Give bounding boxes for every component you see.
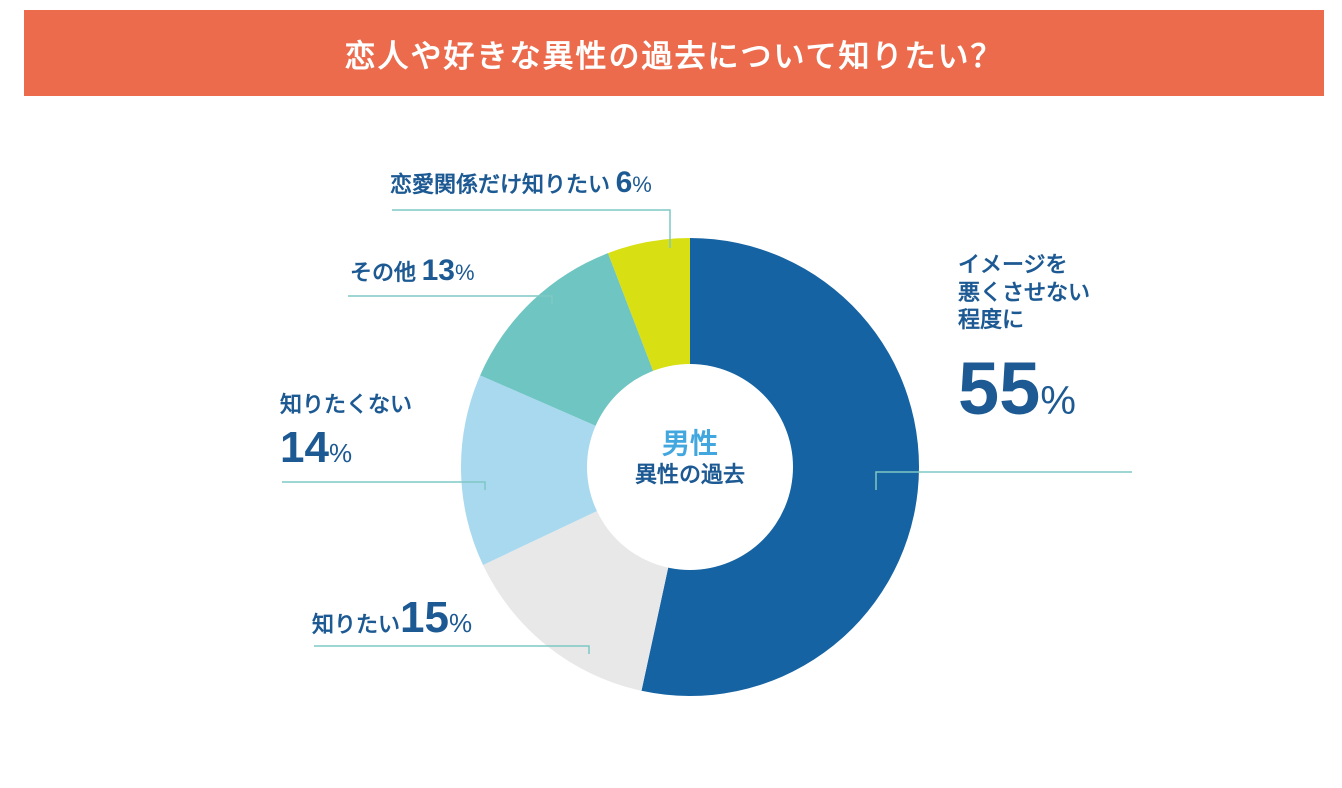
center-label: 男性 異性の過去 [560, 426, 820, 491]
slice-label-imeji-line1: イメージを [958, 253, 1068, 278]
slice-unit-shiritai: % [448, 608, 473, 638]
slice-value-shiritakunai: 14 [280, 422, 329, 472]
leader-line-imeji [875, 471, 1132, 490]
leader-line-shiritai [314, 645, 590, 654]
slice-label-shiritakunai-text: 知りたくない [280, 393, 413, 418]
donut-hole [587, 364, 793, 570]
slice-unit-imeji: % [1040, 378, 1076, 423]
slice-label-imeji: イメージを 悪くさせない 程度に 55% [958, 252, 1090, 435]
slice-label-shiritakunai: 知りたくない 14% [280, 392, 412, 475]
slice-label-shiritai-text: 知りたい [312, 613, 401, 638]
slice-label-shiritai: 知りたい15% [312, 590, 472, 645]
center-label-subject: 異性の過去 [634, 463, 745, 489]
slice-label-sonota: その他 13% [350, 252, 475, 290]
slice-value-sonota: 13 [421, 254, 455, 287]
slice-label-renai-text: 恋愛関係だけ知りたい [390, 173, 611, 198]
chart-title: 恋人や好きな異性の過去について知りたい？ [344, 38, 1004, 75]
leader-line-sonota [348, 295, 553, 304]
pie-slice-shiritakunai [460, 375, 690, 566]
slice-value-renai: 6 [615, 166, 633, 199]
slice-unit-shiritakunai: % [328, 437, 353, 468]
slice-label-renai: 恋愛関係だけ知りたい 6% [390, 164, 652, 202]
leader-line-renai [392, 209, 671, 248]
center-label-gender: 男性 [661, 427, 718, 460]
slice-unit-sonota: % [454, 260, 475, 285]
leader-line-shiritakunai [282, 481, 486, 490]
slice-label-imeji-line2: 悪くさせない [958, 280, 1091, 306]
slice-value-imeji: 55 [958, 346, 1041, 430]
chart-title-banner: 恋人や好きな異性の過去について知りたい？ [24, 10, 1324, 96]
slice-label-sonota-text: その他 [350, 261, 417, 286]
slice-label-imeji-line3: 程度に [958, 308, 1025, 333]
slice-unit-renai: % [632, 172, 652, 197]
slice-value-shiritai: 15 [400, 593, 449, 642]
